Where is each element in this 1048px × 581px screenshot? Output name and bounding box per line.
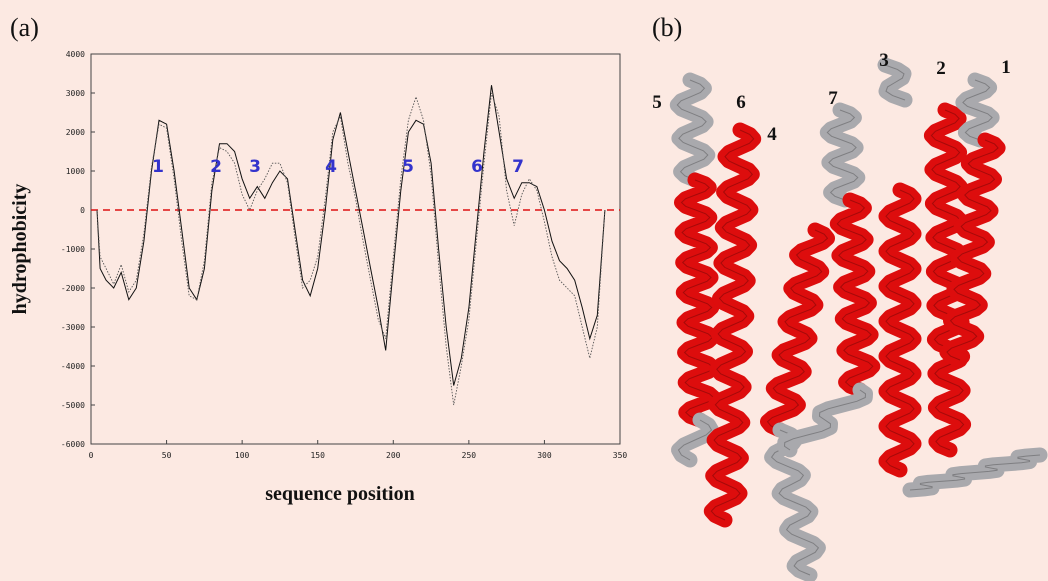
helix-edge [884, 64, 906, 101]
helix-label: 1 [152, 157, 164, 177]
helix-edge [710, 129, 755, 521]
y-tick-label: -4000 [61, 362, 85, 371]
helix-edge [766, 229, 829, 431]
helix-edge [677, 419, 713, 461]
helix-label: 5 [652, 92, 662, 113]
helix-edge [826, 109, 859, 201]
helix-edge [680, 179, 715, 421]
helix-edge [770, 429, 820, 576]
helix-edge [946, 139, 999, 361]
protein-structure [669, 57, 1048, 581]
helix-label: 7 [828, 88, 838, 109]
y-tick-label: -6000 [61, 440, 85, 449]
helix-label: 5 [402, 157, 414, 177]
y-tick-label: -5000 [61, 401, 85, 410]
y-tick-label: -2000 [61, 284, 85, 293]
y-tick-label: 4000 [66, 50, 85, 59]
panel-label: (a) [10, 13, 39, 42]
helix-ribbon [939, 132, 1006, 368]
helix-ribbon [777, 382, 873, 458]
y-tick-label: -1000 [61, 245, 85, 254]
x-tick-label: 100 [235, 451, 250, 460]
helix-ribbon [955, 72, 1000, 148]
helix-ribbon [877, 57, 913, 108]
helix-label: 4 [767, 124, 777, 145]
helix-label: 6 [471, 157, 483, 177]
helix-ribbon [671, 412, 719, 468]
y-tick-label: 1000 [66, 167, 85, 176]
x-tick-label: 150 [310, 451, 325, 460]
helix-label: 3 [879, 50, 889, 71]
helix-label: 2 [936, 58, 946, 79]
x-tick-label: 0 [89, 451, 94, 460]
helix-label: 4 [325, 157, 337, 177]
helix-ribbon [703, 122, 762, 528]
helix-ribbon [819, 102, 866, 208]
helix-edge [909, 454, 1041, 491]
helix-label: 7 [512, 157, 524, 177]
helix-label: 6 [736, 92, 746, 113]
x-tick-label: 250 [462, 451, 477, 460]
plot-frame [90, 53, 621, 445]
helix-ribbon [674, 172, 721, 428]
helix-label: 2 [210, 157, 222, 177]
y-tick-label: 3000 [66, 89, 85, 98]
x-tick-label: 50 [162, 451, 172, 460]
helix-ribbon [829, 192, 881, 398]
helix-edge [676, 79, 709, 181]
panel-label: (b) [652, 13, 682, 42]
helix-ribbon [764, 422, 826, 581]
helix-edge [836, 199, 874, 391]
series-line [96, 92, 606, 406]
helix-label: 1 [1001, 57, 1011, 78]
helix-ribbon [669, 72, 716, 188]
helix-ribbon [878, 182, 922, 478]
y-axis-title: hydrophobicity [9, 184, 31, 315]
helix-ribbon [902, 447, 1048, 498]
helix-edge [783, 389, 867, 451]
helix-edge [962, 79, 993, 141]
x-axis-title: sequence position [265, 483, 414, 505]
x-tick-label: 200 [386, 451, 401, 460]
helix-edge [885, 189, 915, 471]
helix-ribbon [760, 222, 835, 438]
y-tick-label: -3000 [61, 323, 85, 332]
series-line [96, 85, 606, 386]
y-tick-label: 0 [80, 206, 85, 215]
x-tick-label: 300 [537, 451, 552, 460]
helix-label: 3 [249, 157, 261, 177]
x-tick-label: 350 [613, 451, 628, 460]
helix-ribbon [923, 102, 972, 458]
helix-edge [930, 109, 965, 451]
y-tick-label: 2000 [66, 128, 85, 137]
